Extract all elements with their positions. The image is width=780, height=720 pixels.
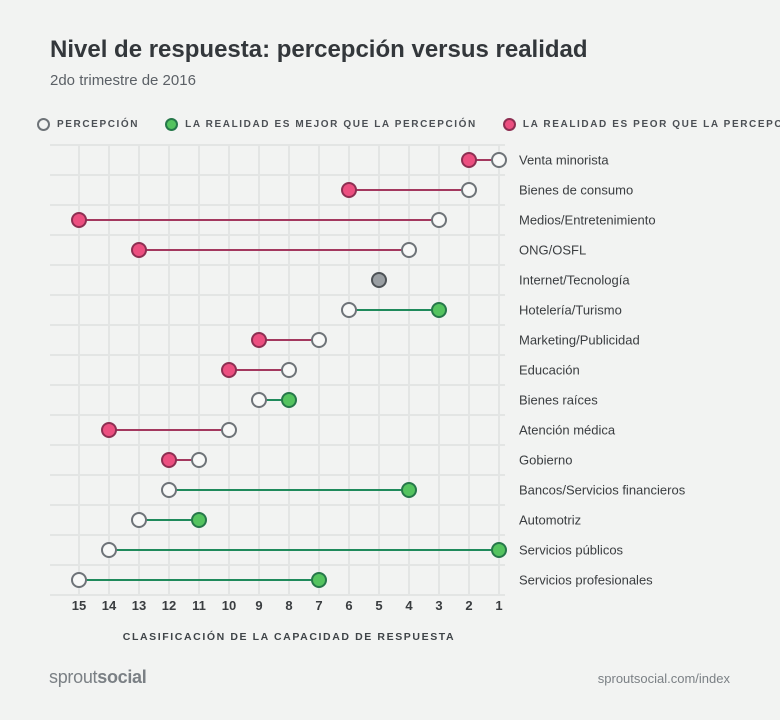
category-label: Atención médica <box>519 423 616 438</box>
reality-point-worse <box>461 152 477 168</box>
legend-label-better: LA REALIDAD ES MEJOR QUE LA PERCEPCIÓN <box>185 118 477 130</box>
worse-marker-icon <box>502 117 516 131</box>
category-label: Marketing/Publicidad <box>519 333 640 348</box>
category-label: Servicios profesionales <box>519 573 653 588</box>
perception-point <box>131 512 147 528</box>
perception-point <box>251 392 267 408</box>
x-tick-label: 8 <box>285 598 292 613</box>
x-tick-label: 5 <box>375 598 382 613</box>
x-tick-label: 12 <box>162 598 176 613</box>
reality-point-worse <box>131 242 147 258</box>
perception-point <box>101 542 117 558</box>
better-marker-icon <box>165 117 179 131</box>
legend-item-worse: LA REALIDAD ES PEOR QUE LA PERCEPCIÓN <box>502 117 780 131</box>
reality-point-better <box>491 542 507 558</box>
category-label: Bienes raíces <box>519 393 598 408</box>
connector-lines <box>79 159 499 581</box>
x-tick-label: 6 <box>345 598 352 613</box>
x-tick-label: 3 <box>435 598 442 613</box>
category-label: Venta minorista <box>519 153 609 168</box>
reality-point-worse <box>341 182 357 198</box>
data-points <box>71 152 507 588</box>
perception-point <box>221 422 237 438</box>
perception-point <box>401 242 417 258</box>
footer-url: sproutsocial.com/index <box>597 671 730 686</box>
reality-point-better <box>431 302 447 318</box>
reality-point-worse <box>161 452 177 468</box>
x-tick-label: 10 <box>222 598 236 613</box>
legend-label-perception: PERCEPCIÓN <box>57 118 140 130</box>
perception-point <box>191 452 207 468</box>
reality-point-worse <box>101 422 117 438</box>
x-tick-label: 7 <box>315 598 322 613</box>
x-tick-label: 14 <box>102 598 117 613</box>
x-tick-label: 13 <box>132 598 146 613</box>
reality-point-better <box>191 512 207 528</box>
chart-title: Nivel de respuesta: percepción versus re… <box>50 36 588 63</box>
equal-point <box>371 272 387 288</box>
category-label: Gobierno <box>519 453 572 468</box>
perception-point <box>71 572 87 588</box>
x-axis-title: CLASIFICACIÓN DE LA CAPACIDAD DE RESPUES… <box>123 630 455 643</box>
legend-label-worse: LA REALIDAD ES PEOR QUE LA PERCEPCIÓN <box>522 118 780 130</box>
sproutsocial-logo: sproutsocial <box>49 667 147 688</box>
reality-point-worse <box>71 212 87 228</box>
chart-subtitle: 2do trimestre de 2016 <box>50 72 196 89</box>
x-tick-label: 11 <box>192 598 206 613</box>
category-label: ONG/OSFL <box>519 243 586 258</box>
legend: PERCEPCIÓN LA REALIDAD ES MEJOR QUE LA P… <box>37 115 780 133</box>
perception-point <box>431 212 447 228</box>
perception-point <box>281 362 297 378</box>
category-label: Medios/Entretenimiento <box>519 213 656 228</box>
reality-point-better <box>281 392 297 408</box>
category-label: Hotelería/Turismo <box>519 303 622 318</box>
logo-text-light: sprout <box>49 667 98 687</box>
x-axis-ticks: 15 14 13 12 11 10 9 8 7 6 5 4 3 2 1 <box>72 598 503 613</box>
category-label: Educación <box>519 363 580 378</box>
reality-point-better <box>401 482 417 498</box>
perception-point <box>461 182 477 198</box>
x-tick-label: 1 <box>495 598 502 613</box>
category-label: Servicios públicos <box>519 543 624 558</box>
perception-point <box>341 302 357 318</box>
logo-text-bold: social <box>97 667 147 687</box>
perception-point <box>491 152 507 168</box>
x-tick-label: 2 <box>465 598 472 613</box>
reality-point-worse <box>221 362 237 378</box>
category-label: Automotriz <box>519 513 581 528</box>
category-label: Bienes de consumo <box>519 183 633 198</box>
perception-point <box>161 482 177 498</box>
perception-point <box>311 332 327 348</box>
category-labels: Venta minorista Bienes de consumo Medios/E… <box>519 153 686 588</box>
x-tick-label: 9 <box>255 598 262 613</box>
category-label: Internet/Tecnología <box>519 273 630 288</box>
category-label: Bancos/Servicios financieros <box>519 483 686 498</box>
reality-point-worse <box>251 332 267 348</box>
x-tick-label: 4 <box>405 598 413 613</box>
reality-point-better <box>311 572 327 588</box>
legend-item-better: LA REALIDAD ES MEJOR QUE LA PERCEPCIÓN <box>165 117 477 131</box>
perception-marker-icon <box>37 117 50 131</box>
x-tick-label: 15 <box>72 598 86 613</box>
legend-item-perception: PERCEPCIÓN <box>37 117 140 131</box>
